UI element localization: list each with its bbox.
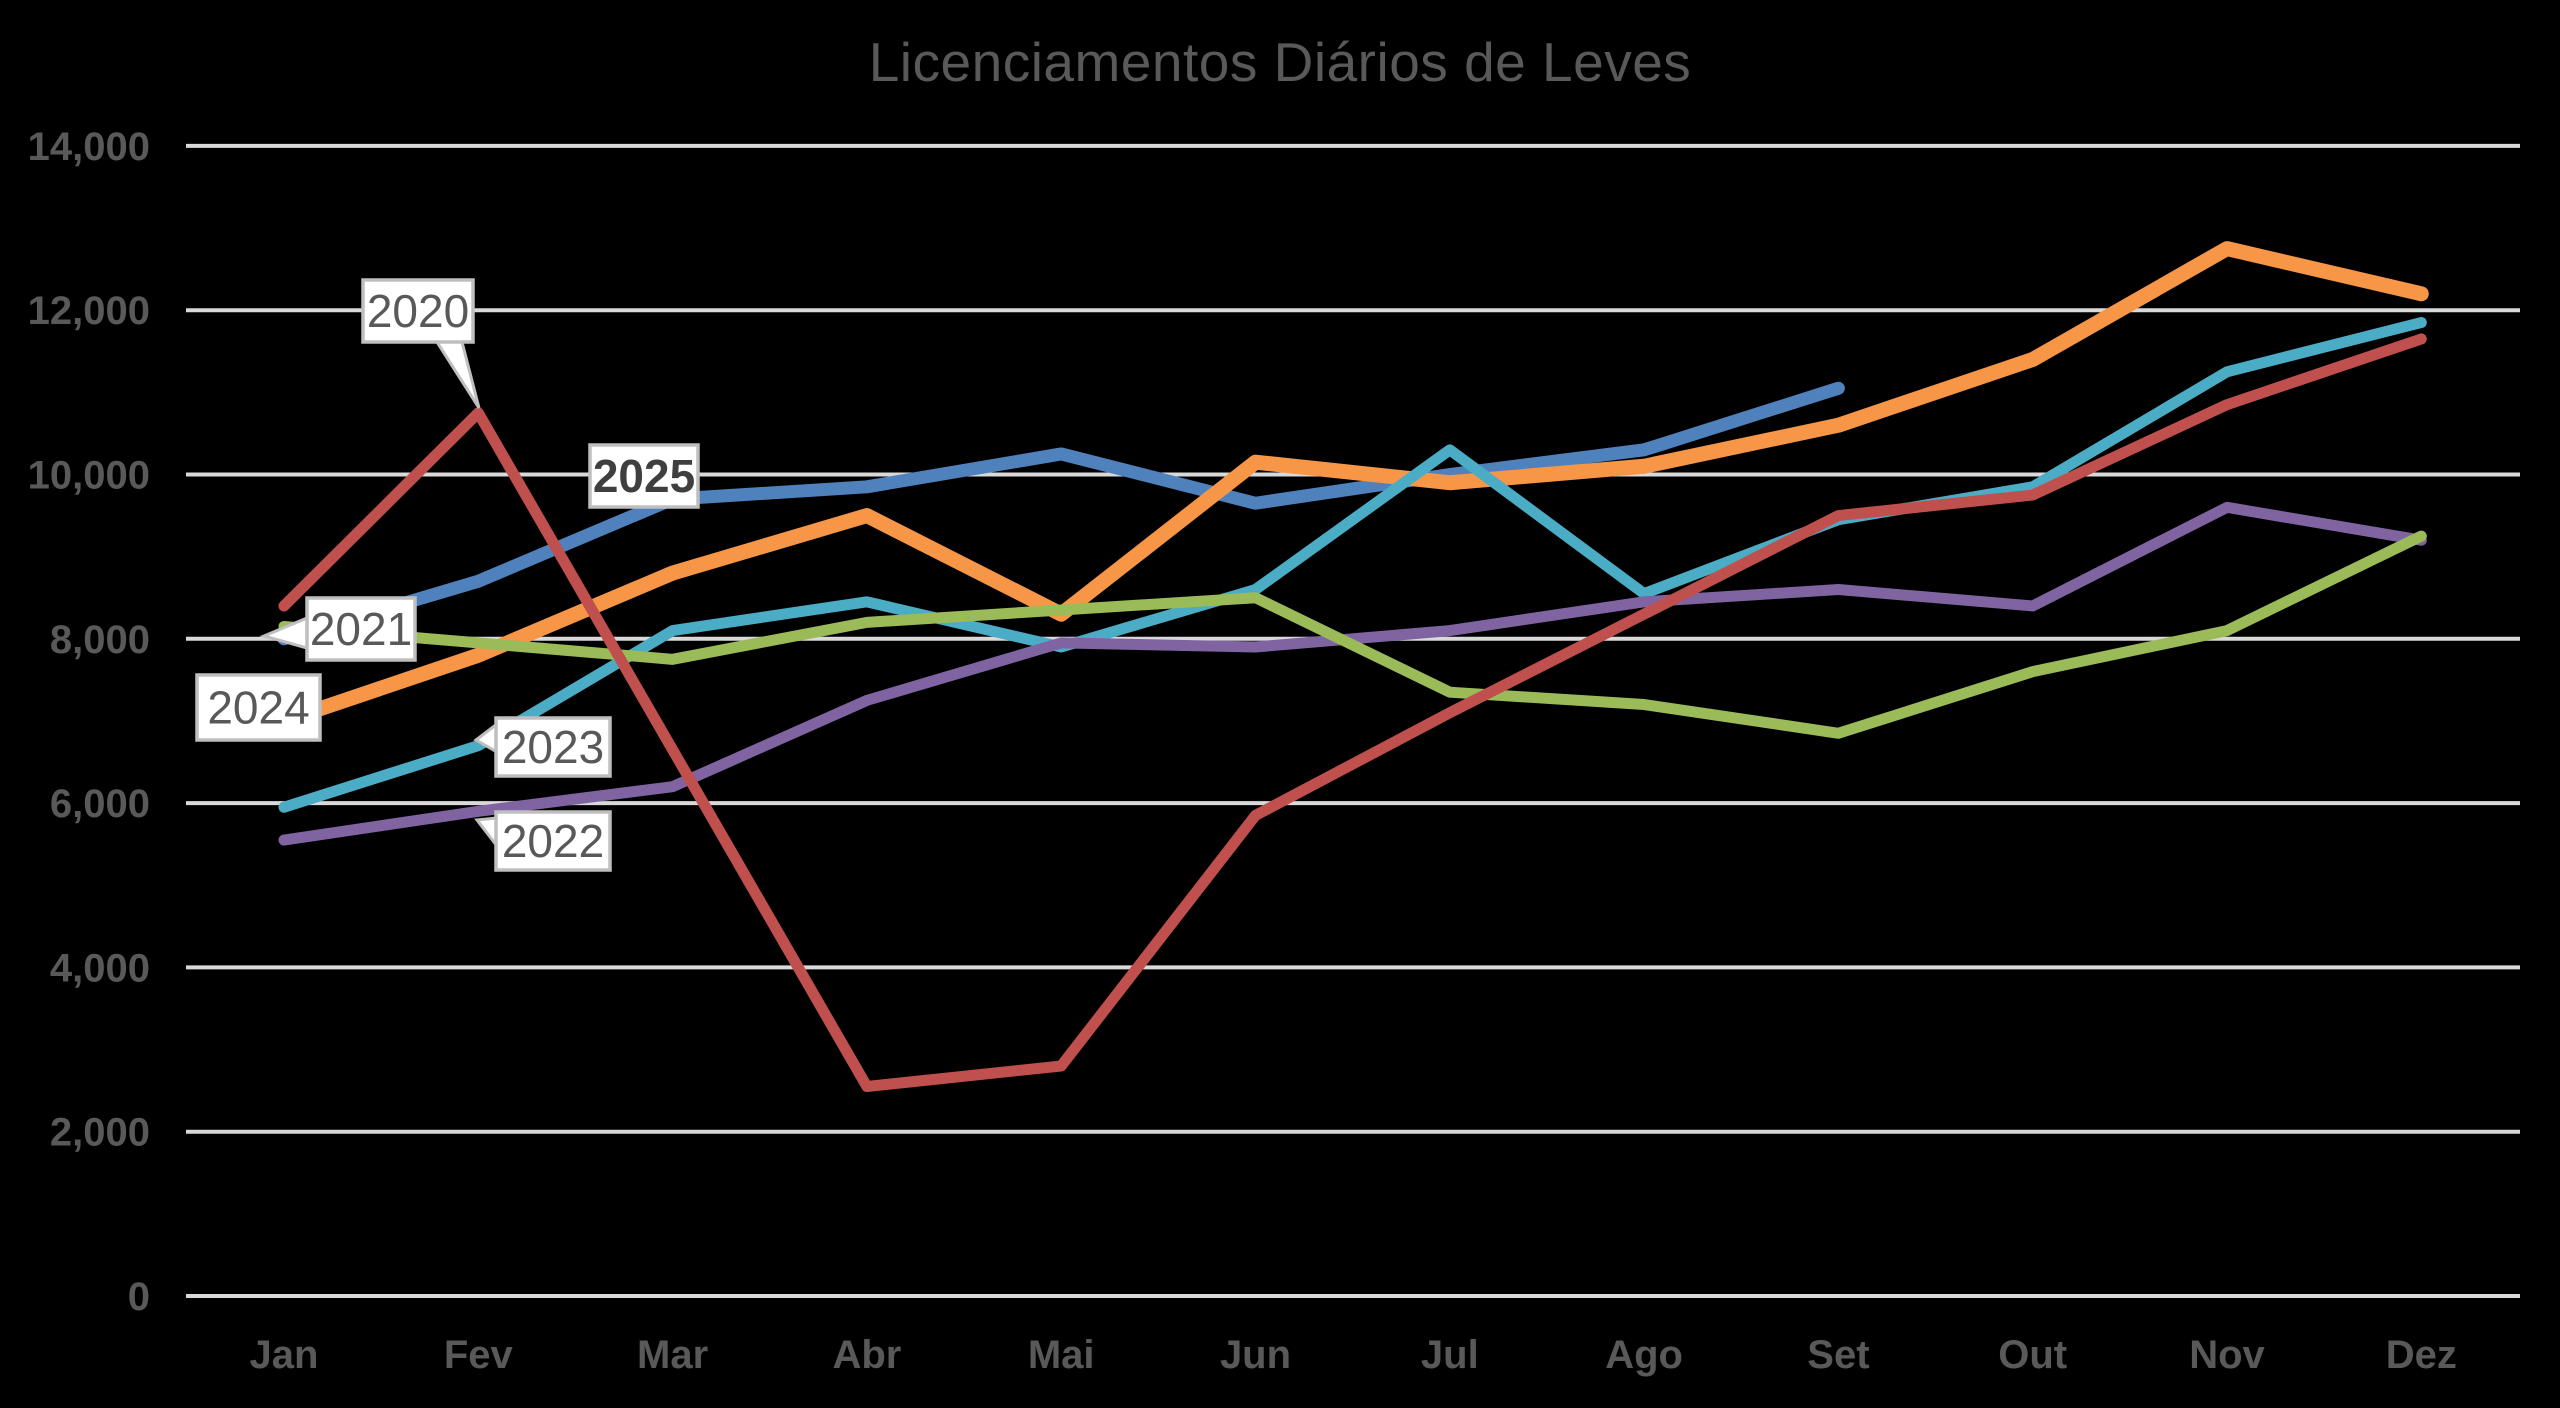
y-tick-label-10000: 10,000 xyxy=(28,454,150,498)
x-tick-label-Ago: Ago xyxy=(1605,1333,1683,1377)
y-tick-label-4000: 4,000 xyxy=(50,946,150,990)
y-tick-label-2000: 2,000 xyxy=(50,1111,150,1155)
x-tick-label-Nov: Nov xyxy=(2189,1333,2265,1377)
x-tick-label-Fev: Fev xyxy=(444,1333,514,1377)
callout-label-2022: 2022 xyxy=(502,815,604,867)
callout-pointer-2020 xyxy=(434,340,481,409)
callout-label-2020: 2020 xyxy=(367,285,469,337)
callout-label-2025: 2025 xyxy=(593,450,695,502)
callout-box-2022 xyxy=(494,810,612,872)
y-tick-label-6000: 6,000 xyxy=(50,782,150,826)
series-line-2020 xyxy=(278,333,2427,1093)
x-tick-label-Jan: Jan xyxy=(250,1333,319,1377)
y-tick-label-14000: 14,000 xyxy=(28,125,150,169)
callout-label-2023: 2023 xyxy=(502,721,604,773)
callout-2025: 2025 xyxy=(588,443,700,509)
callout-2021: 2021 xyxy=(259,596,417,662)
callout-box-2020 xyxy=(361,278,475,344)
x-tick-label-Dez: Dez xyxy=(2386,1333,2457,1377)
x-tick-label-Abr: Abr xyxy=(832,1333,901,1377)
callout-box-2021 xyxy=(305,596,417,662)
series-line-2021 xyxy=(278,530,2427,739)
y-tick-label-12000: 12,000 xyxy=(28,289,150,333)
x-tick-label-Out: Out xyxy=(1998,1333,2067,1377)
callout-box-2025 xyxy=(588,443,700,509)
callout-label-2021: 2021 xyxy=(310,603,412,655)
y-tick-label-0: 0 xyxy=(128,1275,150,1319)
series-line-2025 xyxy=(277,381,1845,646)
x-tick-label-Jun: Jun xyxy=(1220,1333,1291,1377)
callout-2024: 2024 xyxy=(195,673,322,742)
callout-2020: 2020 xyxy=(361,278,481,409)
series-line-2023 xyxy=(278,317,2427,813)
y-tick-label-8000: 8,000 xyxy=(50,618,150,662)
x-tick-label-Jul: Jul xyxy=(1421,1333,1479,1377)
x-tick-label-Mar: Mar xyxy=(637,1333,708,1377)
series-line-2022 xyxy=(278,501,2427,846)
x-tick-label-Set: Set xyxy=(1807,1333,1869,1377)
callout-box-2023 xyxy=(494,716,612,778)
callout-label-2024: 2024 xyxy=(207,682,309,734)
callout-box-2024 xyxy=(195,673,322,742)
series-line-2024 xyxy=(276,241,2429,729)
x-tick-label-Mai: Mai xyxy=(1028,1333,1095,1377)
chart-title: Licenciamentos Diários de Leves xyxy=(868,31,1692,93)
callout-2022: 2022 xyxy=(474,810,612,872)
callout-2023: 2023 xyxy=(473,716,612,778)
callout-pointer-2022 xyxy=(474,816,499,851)
